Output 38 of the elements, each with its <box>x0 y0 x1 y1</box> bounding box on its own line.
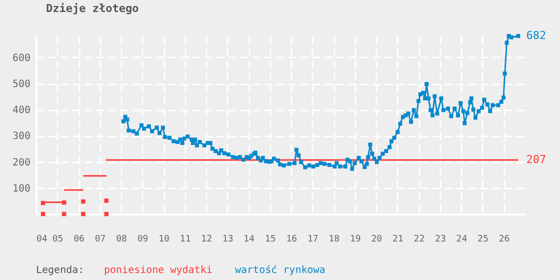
y-tick-label: 600 <box>12 52 30 64</box>
x-tick-label: 25 <box>478 234 488 244</box>
x-tick-label: 09 <box>137 234 148 244</box>
y-tick-label: 200 <box>12 157 30 168</box>
text: wartość rynkowa <box>235 264 326 276</box>
x-tick-label: 16 <box>286 234 298 244</box>
x-tick-label: 05 <box>52 234 64 244</box>
x-tick-label: 10 <box>158 234 170 244</box>
y-tick-label: 300 <box>12 131 30 142</box>
x-tick-label: 17 <box>307 234 318 244</box>
x-tick-label: 18 <box>328 234 340 244</box>
y-tick-label: 500 <box>12 79 30 90</box>
x-tick-label: 06 <box>74 234 84 244</box>
x-tick-label: 23 <box>435 234 446 244</box>
y-tick-label: 400 <box>12 105 30 116</box>
x-tick-label: 22 <box>414 234 425 244</box>
x-tick-label: 12 <box>201 234 212 244</box>
x-tick-label: 13 <box>222 234 234 244</box>
x-tick-label: 08 <box>116 234 127 244</box>
point <box>104 198 108 203</box>
legend-title: Legenda: <box>36 265 84 276</box>
x-tick-label: 04 <box>36 234 48 244</box>
x-tick-label: 14 <box>244 234 255 244</box>
data-label: 207 <box>526 152 546 166</box>
x-tick-label: 19 <box>350 234 361 244</box>
x-tick-label: 15 <box>264 234 276 244</box>
text: poniesione wydatki <box>104 265 212 276</box>
x-tick-label: 20 <box>371 234 382 244</box>
x-tick-label: 24 <box>456 234 468 244</box>
x-tick-label: 26 <box>498 234 510 244</box>
x-tick-label: 11 <box>180 234 191 244</box>
point <box>81 212 86 216</box>
data-label: 682 <box>526 29 546 42</box>
y-tick-label: 100 <box>12 183 30 194</box>
x-tick-label: 07 <box>94 234 106 244</box>
chart-title: Dzieje złotego <box>46 2 140 15</box>
x-tick-label: 21 <box>392 234 404 244</box>
point <box>81 199 86 204</box>
